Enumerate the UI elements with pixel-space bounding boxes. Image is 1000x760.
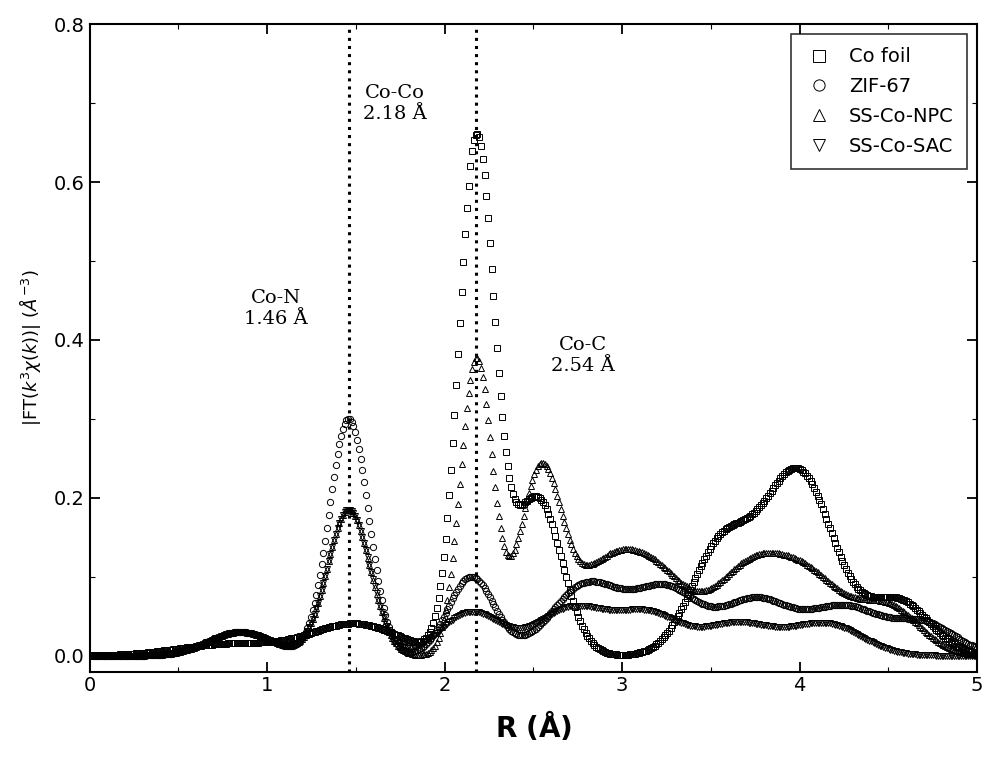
ZIF-67 [952, 633, 964, 642]
Co foil [615, 651, 627, 660]
ZIF-67 [567, 584, 579, 594]
Y-axis label: $|$FT$(k^3\chi(k))|\ (\AA^{-3})$: $|$FT$(k^3\chi(k))|\ (\AA^{-3})$ [17, 270, 43, 426]
X-axis label: $\mathbf{R\ (\AA)}$: $\mathbf{R\ (\AA)}$ [495, 709, 572, 743]
Co foil [971, 649, 983, 658]
ZIF-67 [509, 629, 521, 638]
Text: Co-Co
2.18 Å: Co-Co 2.18 Å [363, 84, 427, 122]
Co foil [567, 597, 579, 606]
Co foil [471, 129, 483, 138]
ZIF-67 [971, 643, 983, 652]
Line: SS-Co-NPC: SS-Co-NPC [90, 355, 980, 659]
SS-Co-NPC [971, 651, 983, 660]
SS-Co-SAC [87, 651, 99, 660]
SS-Co-SAC [952, 651, 964, 660]
SS-Co-SAC [567, 601, 579, 610]
Co foil [509, 495, 521, 504]
SS-Co-SAC [615, 606, 627, 615]
SS-Co-SAC [813, 618, 825, 627]
SS-Co-SAC [971, 651, 983, 660]
SS-Co-NPC [509, 545, 521, 554]
Line: ZIF-67: ZIF-67 [90, 416, 980, 659]
SS-Co-NPC [514, 527, 526, 536]
SS-Co-NPC [952, 647, 964, 656]
Co foil [87, 651, 99, 660]
SS-Co-NPC [615, 545, 627, 554]
ZIF-67 [615, 584, 627, 593]
SS-Co-NPC [567, 544, 579, 553]
Co foil [813, 496, 825, 505]
Text: Co-C
2.54 Å: Co-C 2.54 Å [551, 337, 615, 375]
ZIF-67 [813, 603, 825, 612]
Text: Co-N
1.46 Å: Co-N 1.46 Å [244, 289, 308, 328]
Legend: Co foil, ZIF-67, SS-Co-NPC, SS-Co-SAC: Co foil, ZIF-67, SS-Co-NPC, SS-Co-SAC [791, 34, 967, 169]
SS-Co-SAC [509, 623, 521, 632]
Line: Co foil: Co foil [90, 131, 980, 658]
Line: SS-Co-SAC: SS-Co-SAC [90, 507, 980, 659]
ZIF-67 [342, 414, 354, 423]
SS-Co-NPC [813, 569, 825, 578]
Co foil [952, 642, 964, 651]
SS-Co-SAC [342, 505, 354, 515]
ZIF-67 [514, 631, 526, 640]
ZIF-67 [87, 651, 99, 660]
SS-Co-NPC [87, 651, 99, 660]
Co foil [514, 500, 526, 509]
SS-Co-NPC [471, 353, 483, 363]
SS-Co-SAC [514, 623, 526, 632]
